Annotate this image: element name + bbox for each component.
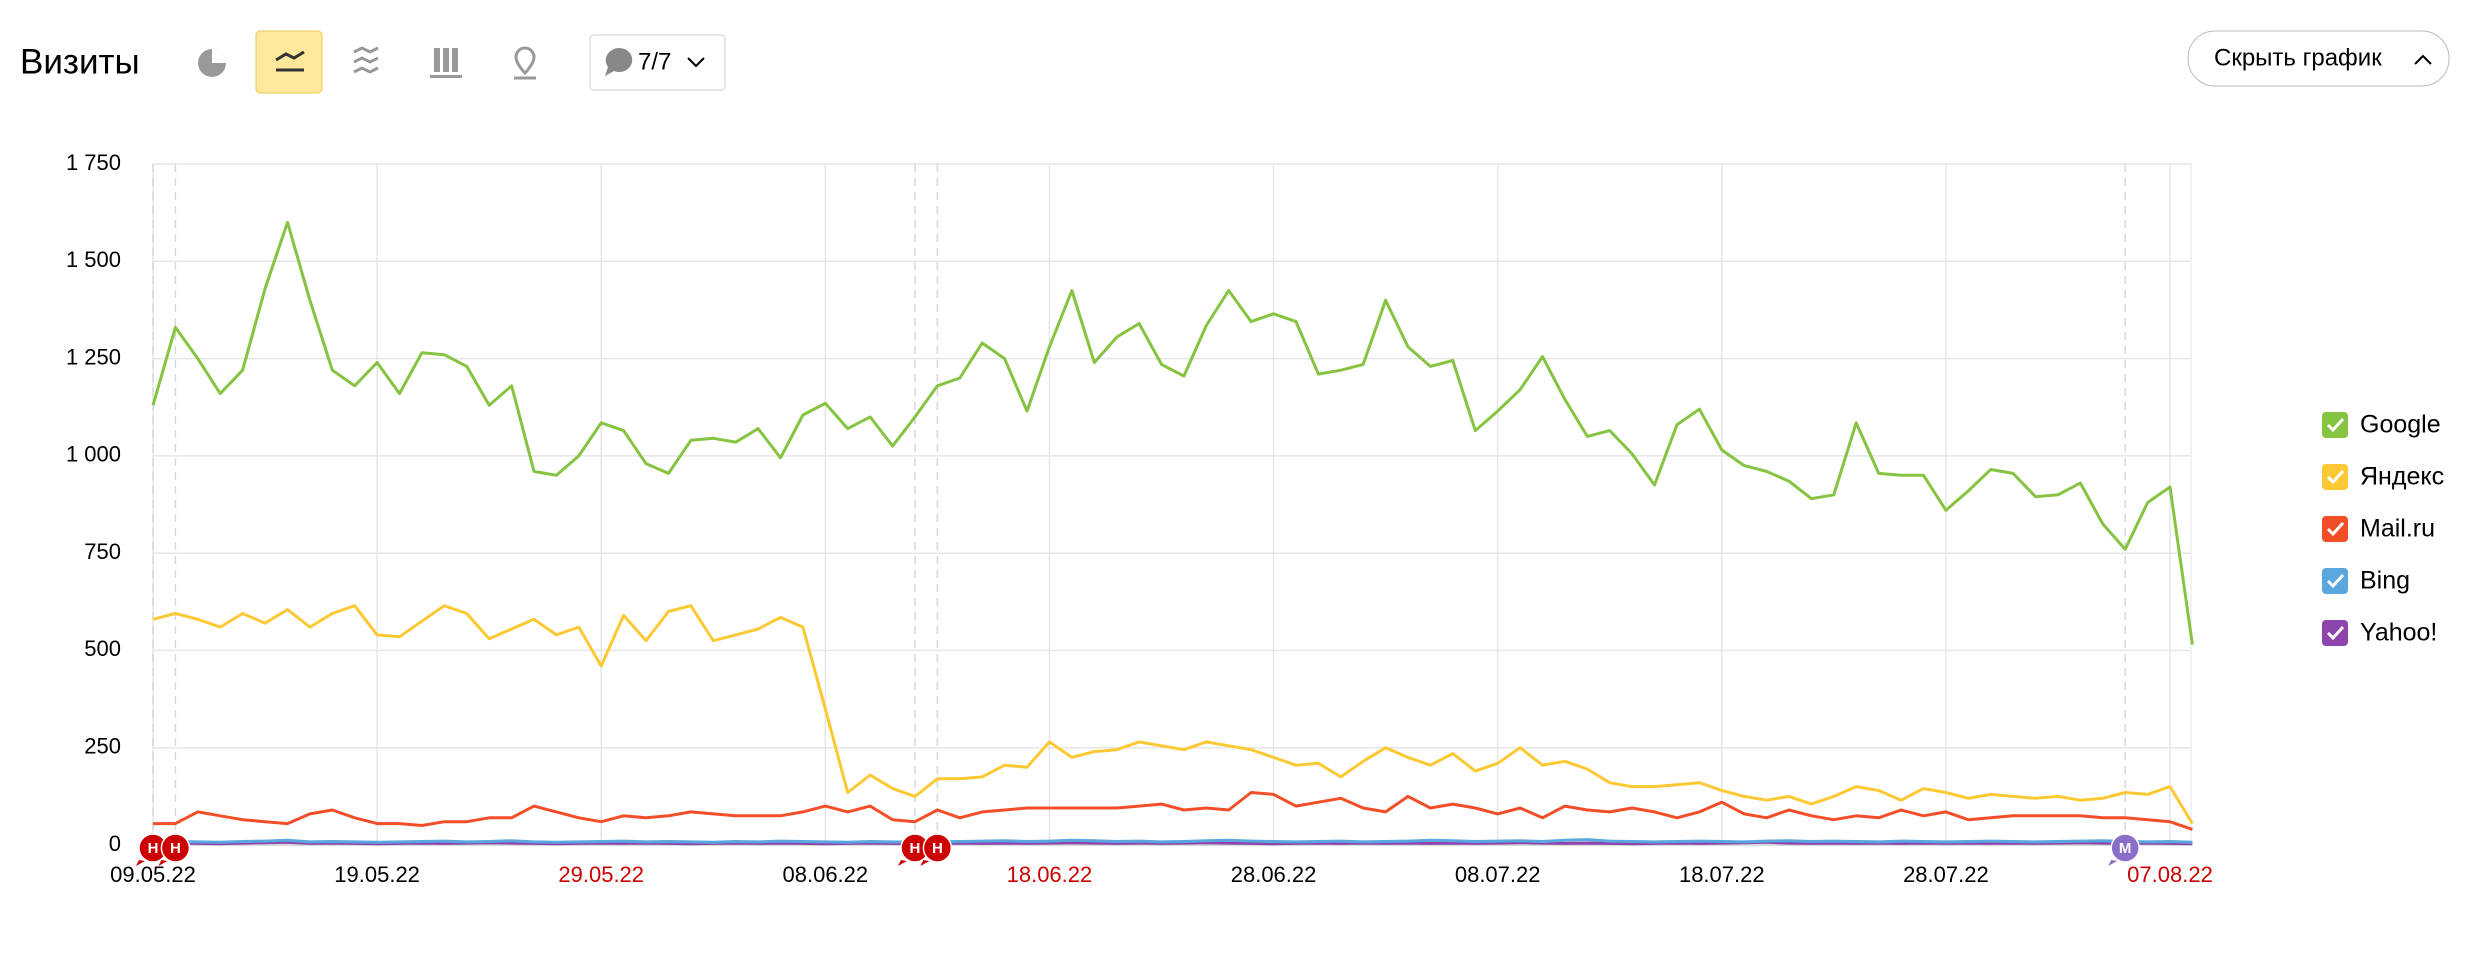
hide-chart-button[interactable] bbox=[2187, 30, 2450, 87]
x-tick-label: 18.06.22 bbox=[1007, 862, 1093, 887]
annotations-filter[interactable] bbox=[589, 34, 726, 91]
legend-item[interactable]: Mail.ru bbox=[2322, 515, 2435, 543]
y-tick-label: 1 750 bbox=[66, 150, 121, 175]
legend-item[interactable]: Bing bbox=[2322, 567, 2410, 595]
annotation-label: Н bbox=[932, 840, 943, 857]
legend-check bbox=[2326, 469, 2345, 485]
legend-label: Яндекс bbox=[2360, 463, 2444, 491]
annotation-bubble bbox=[136, 860, 145, 866]
legend-check bbox=[2326, 521, 2345, 537]
annotation-marker[interactable]: М bbox=[2108, 833, 2140, 866]
annotation-label: М bbox=[2119, 840, 2132, 857]
map-icon[interactable] bbox=[514, 46, 536, 80]
x-tick-label: 09.05.22 bbox=[110, 862, 196, 887]
legend-checkbox bbox=[2322, 568, 2348, 594]
line-icon bbox=[275, 50, 305, 72]
legend-label: Bing bbox=[2360, 567, 2410, 595]
x-tick-label: 08.07.22 bbox=[1455, 862, 1541, 887]
x-tick-label: 08.06.22 bbox=[783, 862, 869, 887]
annotation-label: Н bbox=[170, 840, 181, 857]
legend-label: Mail.ru bbox=[2360, 515, 2435, 543]
legend-label: Google bbox=[2360, 411, 2441, 439]
annotations-count: 7/7 bbox=[638, 48, 671, 75]
x-tick-label: 28.06.22 bbox=[1231, 862, 1317, 887]
chevron-up bbox=[2414, 54, 2432, 65]
chevron-down bbox=[687, 57, 705, 68]
y-tick-label: 500 bbox=[84, 636, 121, 661]
x-tick-label: 07.08.22 bbox=[2127, 862, 2213, 887]
y-tick-label: 250 bbox=[84, 734, 121, 759]
y-tick-label: 1 000 bbox=[66, 442, 121, 467]
x-tick-label: 19.05.22 bbox=[334, 862, 420, 887]
legend-checkbox bbox=[2322, 412, 2348, 438]
legend-check bbox=[2326, 625, 2345, 641]
series-line bbox=[152, 838, 2193, 844]
legend-checkbox bbox=[2322, 620, 2348, 646]
x-tick-label: 29.05.22 bbox=[558, 862, 644, 887]
comment-icon bbox=[605, 47, 633, 76]
y-tick-label: 0 bbox=[109, 831, 121, 856]
annotation-marker[interactable]: Н bbox=[897, 833, 930, 866]
series-line bbox=[153, 791, 2193, 831]
y-tick-label: 1 500 bbox=[66, 247, 121, 272]
area-icon[interactable] bbox=[353, 46, 379, 74]
legend-item[interactable]: Google bbox=[2322, 411, 2441, 439]
hide-chart-label: Скрыть график bbox=[2214, 44, 2382, 71]
legend-checkbox bbox=[2322, 464, 2348, 490]
annotation-bubble bbox=[2108, 860, 2118, 866]
y-tick-label: 750 bbox=[84, 539, 121, 564]
annotation-circle bbox=[922, 833, 953, 863]
plot-frame bbox=[152, 163, 2192, 846]
legend-item[interactable]: Yahoo! bbox=[2322, 619, 2437, 647]
annotation-label: Н bbox=[148, 840, 159, 857]
pie-icon[interactable] bbox=[198, 49, 226, 77]
page-title: Визиты bbox=[20, 42, 140, 81]
x-tick-label: 18.07.22 bbox=[1679, 862, 1765, 887]
legend-item[interactable]: Яндекс bbox=[2322, 463, 2444, 491]
line-mode-button[interactable] bbox=[255, 30, 323, 94]
annotation-circle bbox=[2110, 833, 2140, 863]
annotation-circle bbox=[160, 833, 191, 863]
legend-check bbox=[2326, 573, 2345, 589]
y-tick-label: 1 250 bbox=[66, 344, 121, 369]
annotation-label: Н bbox=[910, 840, 921, 857]
annotation-marker[interactable]: Н bbox=[158, 833, 191, 866]
series-line bbox=[151, 220, 2194, 645]
annotation-bubble bbox=[897, 860, 907, 866]
annotation-marker[interactable]: Н bbox=[920, 833, 953, 866]
legend-checkbox bbox=[2322, 516, 2348, 542]
x-tick-label: 28.07.22 bbox=[1903, 862, 1989, 887]
bars-icon[interactable] bbox=[430, 48, 462, 78]
legend-check bbox=[2326, 417, 2345, 433]
annotation-bubble bbox=[920, 860, 930, 866]
annotation-bubble bbox=[158, 860, 168, 866]
legend-label: Yahoo! bbox=[2360, 619, 2437, 647]
series-line bbox=[152, 604, 2194, 825]
